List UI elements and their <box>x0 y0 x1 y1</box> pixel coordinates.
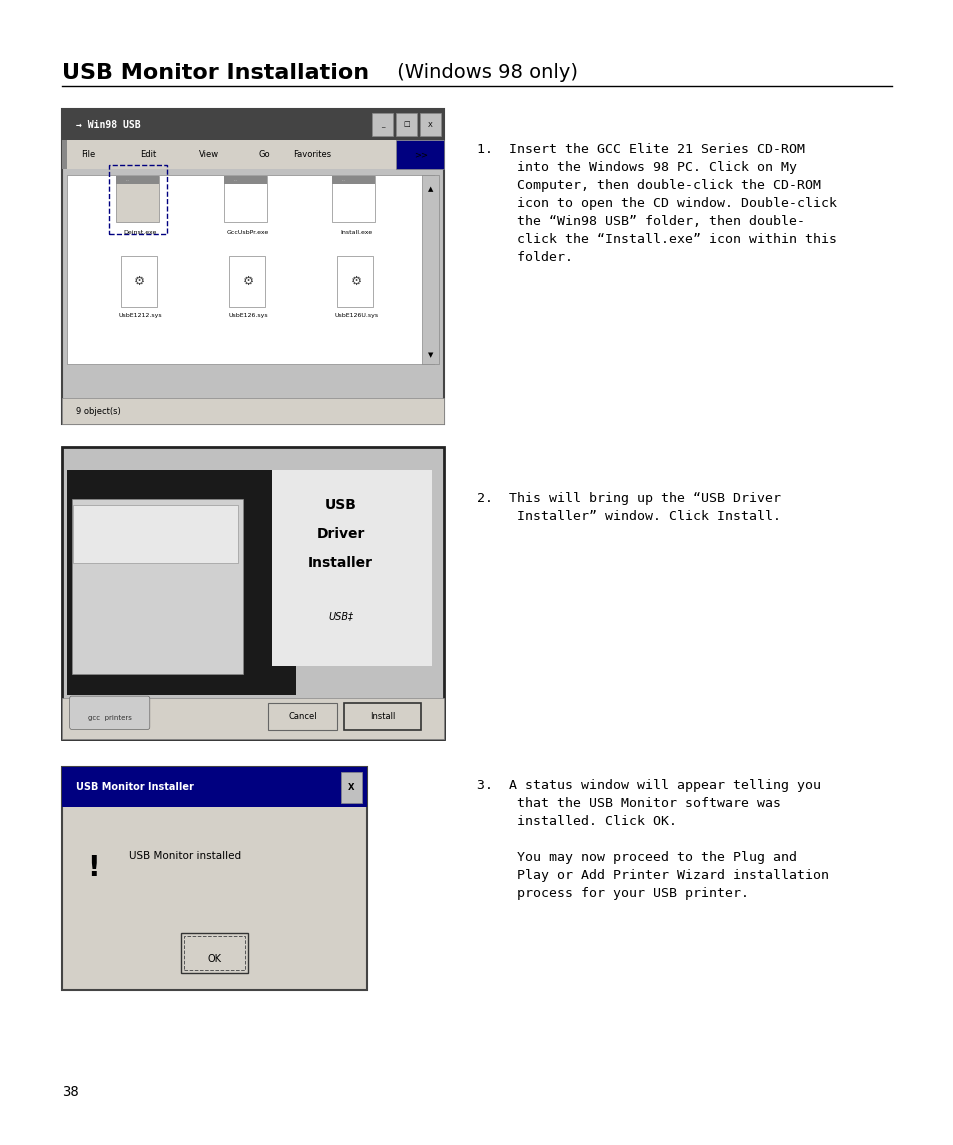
Text: UsbE126U.sys: UsbE126U.sys <box>334 314 377 318</box>
Text: View: View <box>199 150 219 159</box>
FancyBboxPatch shape <box>224 176 267 222</box>
Text: OK: OK <box>208 954 221 964</box>
Text: File: File <box>81 150 95 159</box>
Text: (Windows 98 only): (Windows 98 only) <box>391 63 578 82</box>
FancyBboxPatch shape <box>181 933 248 973</box>
FancyBboxPatch shape <box>336 256 373 308</box>
Text: 1.  Insert the GCC Elite 21 Series CD-ROM
     into the Windows 98 PC. Click on : 1. Insert the GCC Elite 21 Series CD-ROM… <box>476 143 836 264</box>
Text: >>: >> <box>414 150 428 159</box>
Text: ...: ... <box>233 179 237 182</box>
Text: USB: USB <box>324 498 356 512</box>
FancyBboxPatch shape <box>62 109 443 424</box>
Text: Go: Go <box>258 150 270 159</box>
Text: USB Monitor Installation: USB Monitor Installation <box>62 63 369 82</box>
FancyBboxPatch shape <box>421 175 438 364</box>
Text: USB‡: USB‡ <box>328 611 353 621</box>
Text: gcc  printers: gcc printers <box>88 716 132 721</box>
Text: 9 object(s): 9 object(s) <box>76 406 121 416</box>
FancyBboxPatch shape <box>62 447 443 739</box>
FancyBboxPatch shape <box>67 175 434 364</box>
Text: 3.  A status window will appear telling you
     that the USB Monitor software w: 3. A status window will appear telling y… <box>476 779 828 900</box>
FancyBboxPatch shape <box>272 469 432 665</box>
Text: ...: ... <box>126 179 130 182</box>
FancyBboxPatch shape <box>419 112 440 136</box>
FancyBboxPatch shape <box>121 256 157 308</box>
Text: X: X <box>428 121 432 127</box>
Text: Favorites: Favorites <box>293 150 331 159</box>
FancyBboxPatch shape <box>224 176 267 184</box>
FancyBboxPatch shape <box>70 696 150 729</box>
Text: Installer: Installer <box>308 556 373 570</box>
FancyBboxPatch shape <box>62 767 367 807</box>
FancyBboxPatch shape <box>395 140 443 168</box>
FancyBboxPatch shape <box>116 176 159 222</box>
Text: GccUsbPr.exe: GccUsbPr.exe <box>227 230 269 235</box>
FancyBboxPatch shape <box>116 176 159 184</box>
FancyBboxPatch shape <box>71 823 114 923</box>
Text: ⚙: ⚙ <box>134 275 146 287</box>
Text: Driver: Driver <box>316 527 364 542</box>
Text: USB Monitor Installer: USB Monitor Installer <box>76 782 194 792</box>
FancyBboxPatch shape <box>62 140 67 168</box>
FancyBboxPatch shape <box>372 112 393 136</box>
FancyBboxPatch shape <box>62 398 443 424</box>
FancyBboxPatch shape <box>73 505 237 563</box>
Text: !: ! <box>87 854 100 882</box>
Text: ⚙: ⚙ <box>350 275 361 287</box>
Text: Edit: Edit <box>140 150 156 159</box>
FancyBboxPatch shape <box>229 256 265 308</box>
Text: Deinst.exe: Deinst.exe <box>123 230 156 235</box>
Text: ▲: ▲ <box>427 187 433 192</box>
FancyBboxPatch shape <box>62 697 443 739</box>
FancyBboxPatch shape <box>67 469 295 695</box>
Text: Cancel: Cancel <box>288 712 316 721</box>
FancyBboxPatch shape <box>344 703 420 729</box>
Text: _: _ <box>380 121 384 127</box>
Text: USB Monitor installed: USB Monitor installed <box>129 852 241 861</box>
FancyBboxPatch shape <box>268 703 336 729</box>
FancyBboxPatch shape <box>62 767 367 990</box>
FancyBboxPatch shape <box>395 112 416 136</box>
FancyBboxPatch shape <box>332 176 375 222</box>
Text: → Win98 USB: → Win98 USB <box>76 119 141 129</box>
FancyBboxPatch shape <box>340 772 361 803</box>
Text: ...: ... <box>341 179 345 182</box>
Text: 2.  This will bring up the “USB Driver
     Installer” window. Click Install.: 2. This will bring up the “USB Driver In… <box>476 492 781 523</box>
Text: Install.exe: Install.exe <box>339 230 372 235</box>
FancyBboxPatch shape <box>71 499 243 674</box>
FancyBboxPatch shape <box>62 140 443 168</box>
Text: X: X <box>348 783 354 791</box>
FancyBboxPatch shape <box>62 109 443 140</box>
Text: 38: 38 <box>62 1085 79 1099</box>
Text: Install: Install <box>370 712 395 721</box>
Text: ⚙: ⚙ <box>242 275 253 287</box>
Text: UsbE126.sys: UsbE126.sys <box>228 314 268 318</box>
Text: ▼: ▼ <box>427 353 433 358</box>
Text: □: □ <box>403 121 409 127</box>
FancyBboxPatch shape <box>332 176 375 184</box>
Text: UsbE1212.sys: UsbE1212.sys <box>118 314 162 318</box>
